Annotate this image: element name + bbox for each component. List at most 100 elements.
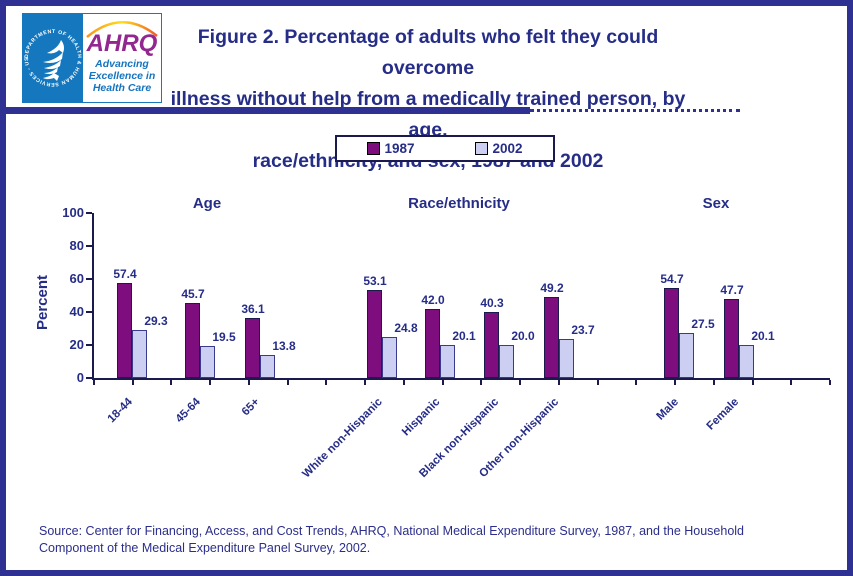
bar-2002-Other non-Hispanic [559, 338, 574, 378]
x-tick [635, 380, 638, 385]
bar-value-1987: 45.7 [181, 286, 205, 301]
bar-1987-Female [724, 299, 739, 378]
bar-1987-65+ [245, 318, 260, 378]
y-tick-label: 40 [69, 304, 84, 319]
y-tick-label: 60 [69, 271, 84, 286]
tagline-line-1: Advancing [95, 58, 149, 70]
x-tick [170, 380, 173, 385]
group-title: Race/ethnicity [408, 195, 510, 212]
bar-value-2002: 23.7 [571, 322, 595, 337]
legend-label: 1987 [384, 141, 415, 156]
x-tick [519, 380, 522, 385]
tagline-line-2: Excellence in [88, 70, 156, 83]
x-tick [751, 380, 754, 385]
x-tick [829, 380, 831, 385]
ahrq-acronym: AHRQ [86, 30, 158, 57]
x-axis-label-Female: Female [704, 396, 742, 433]
x-axis-label-65+: 65+ [240, 396, 263, 419]
hhs-seal: DEPARTMENT OF HEALTH & HUMAN SERVICES - … [23, 14, 83, 102]
bar-2002-65+ [260, 355, 275, 378]
bar-2002-Hispanic [440, 344, 455, 378]
y-tick [86, 245, 92, 247]
bar-value-1987: 53.1 [363, 274, 387, 289]
x-tick [402, 380, 405, 385]
header-divider-dotted [530, 109, 740, 112]
chart-legend: 1987 2002 [335, 135, 555, 162]
x-tick [557, 380, 560, 385]
bar-value-2002: 19.5 [212, 329, 236, 344]
y-tick-label: 20 [69, 337, 84, 352]
bar-value-2002: 20.1 [452, 328, 476, 343]
x-axis-label-Male: Male [654, 396, 682, 423]
x-tick [131, 380, 134, 385]
bar-value-1987: 36.1 [241, 302, 265, 317]
hhs-eagle-icon: DEPARTMENT OF HEALTH & HUMAN SERVICES - … [23, 14, 81, 87]
y-tick [86, 377, 92, 379]
bar-1987-Other non-Hispanic [544, 296, 559, 378]
y-axis-title: Percent [34, 274, 51, 330]
bar-2002-18-44 [132, 329, 147, 378]
y-tick [86, 344, 92, 346]
y-tick-label: 100 [62, 205, 84, 220]
x-tick [93, 380, 95, 385]
header-divider-solid [6, 107, 530, 114]
x-tick [674, 380, 677, 385]
bar-value-2002: 27.5 [691, 316, 715, 331]
bar-value-1987: 49.2 [540, 280, 564, 295]
y-tick-label: 80 [69, 238, 84, 253]
ahrq-logo-panel: AHRQ Advancing Excellence in Health Care [83, 14, 161, 102]
bar-value-2002: 20.1 [751, 328, 775, 343]
bar-chart-plot-area: 0 20 40 60 80 100 Age 57.4 29.3 18-44 45.7 19.5 45-6… [62, 195, 831, 480]
bar-value-1987: 40.3 [480, 295, 504, 310]
x-axis-label-18-44: 18-44 [105, 396, 135, 426]
x-tick [441, 380, 444, 385]
bar-value-1987: 47.7 [720, 283, 744, 298]
bar-value-2002: 29.3 [144, 313, 168, 328]
bar-1987-18-44 [117, 283, 132, 378]
y-tick [86, 212, 92, 214]
y-tick [86, 311, 92, 313]
x-axis-label-White non-Hispanic: White non-Hispanic [300, 396, 385, 481]
bar-1987-White non-Hispanic [367, 290, 382, 378]
group-title: Age [192, 195, 222, 212]
bar-1987-45-64 [185, 302, 200, 378]
bar-value-1987: 57.4 [113, 267, 137, 282]
ahrq-tagline: Advancing Excellence in Health Care [89, 58, 156, 94]
bar-1987-Hispanic [425, 308, 440, 378]
legend-item-2002: 2002 [475, 141, 523, 156]
legend-swatch-1987 [367, 142, 381, 155]
group-title: Sex [702, 195, 730, 212]
x-tick [286, 380, 289, 385]
legend-swatch-2002 [475, 142, 489, 155]
bar-2002-Male [679, 332, 694, 378]
bar-value-2002: 13.8 [272, 339, 296, 354]
bar-value-1987: 54.7 [660, 271, 684, 286]
bar-value-2002: 24.8 [394, 321, 418, 336]
x-axis-label-Hispanic: Hispanic [400, 396, 443, 439]
bar-2002-Black non-Hispanic [499, 345, 514, 378]
bar-value-1987: 42.0 [421, 292, 445, 307]
figure-title-line-1: Figure 2. Percentage of adults who felt … [197, 26, 659, 79]
x-tick [712, 380, 715, 385]
y-tick-label: 0 [76, 370, 84, 385]
legend-label: 2002 [492, 141, 523, 156]
x-tick [790, 380, 793, 385]
ahrq-hhs-logo: DEPARTMENT OF HEALTH & HUMAN SERVICES - … [22, 13, 162, 103]
bar-2002-White non-Hispanic [382, 337, 397, 378]
bar-1987-Black non-Hispanic [484, 311, 499, 378]
legend-item-1987: 1987 [367, 141, 415, 156]
x-axis-label-45-64: 45-64 [173, 396, 203, 426]
x-tick [325, 380, 328, 385]
bar-1987-Male [664, 287, 679, 378]
bar-value-2002: 20.0 [511, 329, 535, 343]
x-tick [596, 380, 599, 385]
tagline-line-3: Health Care [92, 82, 152, 95]
x-tick [480, 380, 483, 385]
bar-2002-Female [739, 344, 754, 378]
x-tick [364, 380, 367, 385]
x-tick [247, 380, 250, 385]
y-tick [86, 278, 92, 280]
source-note: Source: Center for Financing, Access, an… [39, 524, 745, 555]
ahrq-arc-icon [86, 21, 158, 38]
